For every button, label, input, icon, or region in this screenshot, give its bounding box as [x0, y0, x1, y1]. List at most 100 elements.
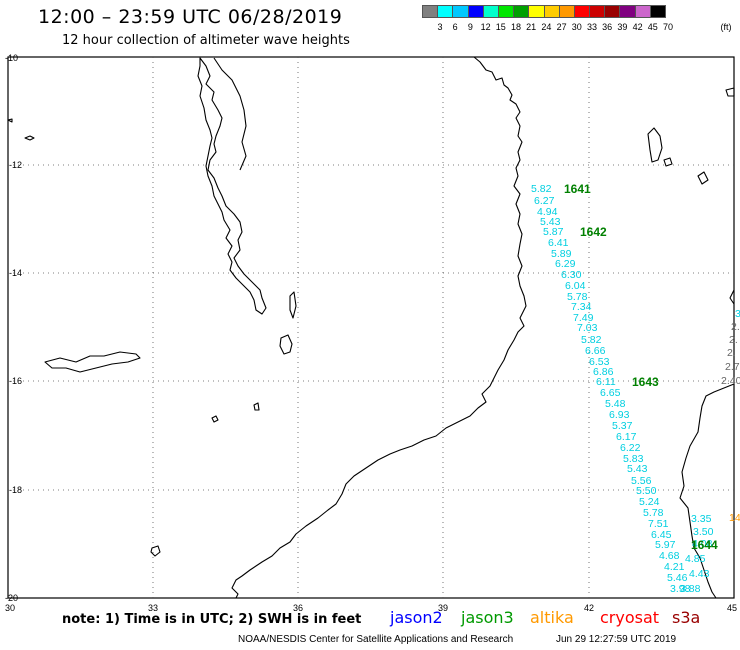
color-scale-swatch	[467, 5, 484, 18]
wave-height-value: 7.51	[648, 518, 669, 530]
lake-chilwa	[279, 334, 293, 355]
mainland-coastline	[231, 56, 527, 599]
wave-height-value: 5.83	[623, 453, 644, 465]
wave-height-value: 6.41	[548, 237, 569, 249]
color-scale-label: 15	[495, 22, 506, 32]
wave-height-value: 5.43	[627, 463, 648, 475]
wave-height-value: 6.22	[620, 442, 641, 454]
wave-height-value: 2.40	[721, 375, 740, 387]
color-scale-swatch	[619, 5, 636, 18]
small-lake-1	[289, 291, 297, 319]
wave-height-value: 6.66	[585, 345, 606, 357]
wave-height-value: 5.50	[636, 485, 657, 497]
legend-jason2: jason2	[390, 608, 443, 627]
wave-height-value: 5.78	[643, 507, 664, 519]
color-scale-label: 33	[586, 22, 598, 32]
lon-label: 33	[148, 603, 158, 613]
wave-height-value: 5.78	[567, 291, 588, 303]
wave-height-value: 5.48	[605, 398, 626, 410]
color-scale-label: 21	[526, 22, 537, 32]
color-scale-swatch	[482, 5, 499, 18]
color-scale-label: 18	[510, 22, 522, 32]
wave-height-value: 2.7	[725, 361, 740, 373]
wave-height-value: 6.93	[609, 409, 630, 421]
color-scale-label: 9	[467, 22, 473, 32]
pass-number-labels: 1641 1642 1643 1644	[564, 182, 718, 552]
color-scale-swatch	[573, 5, 591, 18]
small-feature-2	[253, 402, 260, 411]
small-feature-3	[150, 545, 161, 557]
lon-label: 42	[584, 603, 594, 613]
legend-altika: altika	[530, 608, 574, 627]
wave-height-value: 5.43	[540, 216, 561, 228]
wave-height-value: 7.49	[573, 312, 594, 324]
lat-axis-labels: -10 -12 -14 -16 -18 -20	[5, 53, 22, 603]
wave-height-value: 6.11	[596, 376, 616, 388]
color-scale-label: 39	[617, 22, 628, 32]
pass-number-label: 1641	[564, 182, 591, 196]
color-scale-swatch	[513, 5, 530, 18]
wave-height-value: 5.82	[581, 334, 602, 346]
color-scale-swatch	[497, 5, 515, 18]
wave-height-value: 3	[735, 308, 740, 320]
color-scale-label: 24	[541, 22, 552, 32]
wave-height-value: 6.27	[534, 195, 555, 207]
color-scale-swatch	[437, 5, 454, 18]
wave-height-value: 5.82	[531, 183, 552, 195]
wave-height-value: 4.43	[689, 568, 710, 580]
lake-malawi-east-shore	[213, 57, 247, 171]
lat-label: -12	[9, 160, 22, 170]
wave-height-value: 2.	[727, 347, 736, 359]
wave-height-value: 6.30	[561, 269, 582, 281]
wave-height-value: 2.	[731, 321, 740, 333]
map-title: 12:00 – 23:59 UTC 06/28/2019	[38, 6, 343, 28]
wave-height-value: 4.94	[537, 206, 558, 218]
wave-height-value: 5.89	[551, 248, 572, 260]
island-1	[24, 135, 35, 141]
wave-height-value: 4.68	[659, 550, 680, 562]
small-feature-1	[211, 415, 219, 423]
wave-height-value: 4.85	[685, 553, 706, 565]
lon-label: 45	[727, 603, 737, 613]
wave-height-value: 3.50	[693, 526, 714, 538]
lon-axis-labels: 30 33 36 39 42 45	[5, 603, 737, 613]
wave-height-value: 6.65	[600, 387, 621, 399]
color-scale-swatch	[634, 5, 651, 18]
wave-height-value: 6.45	[651, 529, 672, 541]
wave-height-value: 5.87	[543, 226, 564, 238]
generated-timestamp: Jun 29 12:27:59 UTC 2019	[556, 634, 677, 645]
wave-height-value: 4.21	[664, 561, 685, 573]
wave-height-value: 14	[729, 512, 740, 524]
lat-label: -20	[5, 593, 18, 603]
color-scale-label: 30	[571, 22, 582, 32]
wave-height-value: 3.88	[680, 583, 701, 595]
lat-label: -10	[5, 53, 18, 63]
wave-height-value: 2.	[729, 334, 738, 346]
color-scale-label: 70	[662, 22, 674, 32]
wave-height-value: 5.24	[639, 496, 660, 508]
wave-height-value: 5.56	[631, 475, 652, 487]
wave-height-value: 6.04	[565, 280, 586, 292]
wave-height-value: 4.08	[692, 538, 713, 550]
wave-height-value: 5.46	[667, 572, 688, 584]
color-scale-swatch	[543, 5, 560, 18]
color-scale-label: 36	[602, 22, 613, 32]
lat-label: -18	[9, 485, 22, 495]
pass-number-label: 1642	[580, 225, 607, 239]
wave-height-value: 7.34	[571, 301, 592, 313]
color-scale-unit: (ft)	[720, 22, 732, 32]
comoros-mayotte	[725, 87, 735, 97]
pass-number-label: 1644	[691, 538, 718, 552]
wave-height-value: 3.98	[670, 583, 691, 595]
wave-height-value: 6.17	[616, 431, 637, 443]
legend-cryosat: cryosat	[600, 608, 660, 627]
wave-height-value: 6.29	[555, 258, 576, 270]
color-scale-swatch	[528, 5, 545, 18]
madagascar-coast	[679, 383, 735, 599]
color-scale-swatch	[589, 5, 606, 18]
color-scale-swatch	[452, 5, 469, 18]
lon-label: 30	[5, 603, 15, 613]
comoros-anjouan	[697, 171, 709, 185]
pass-number-label: 1643	[632, 375, 659, 389]
